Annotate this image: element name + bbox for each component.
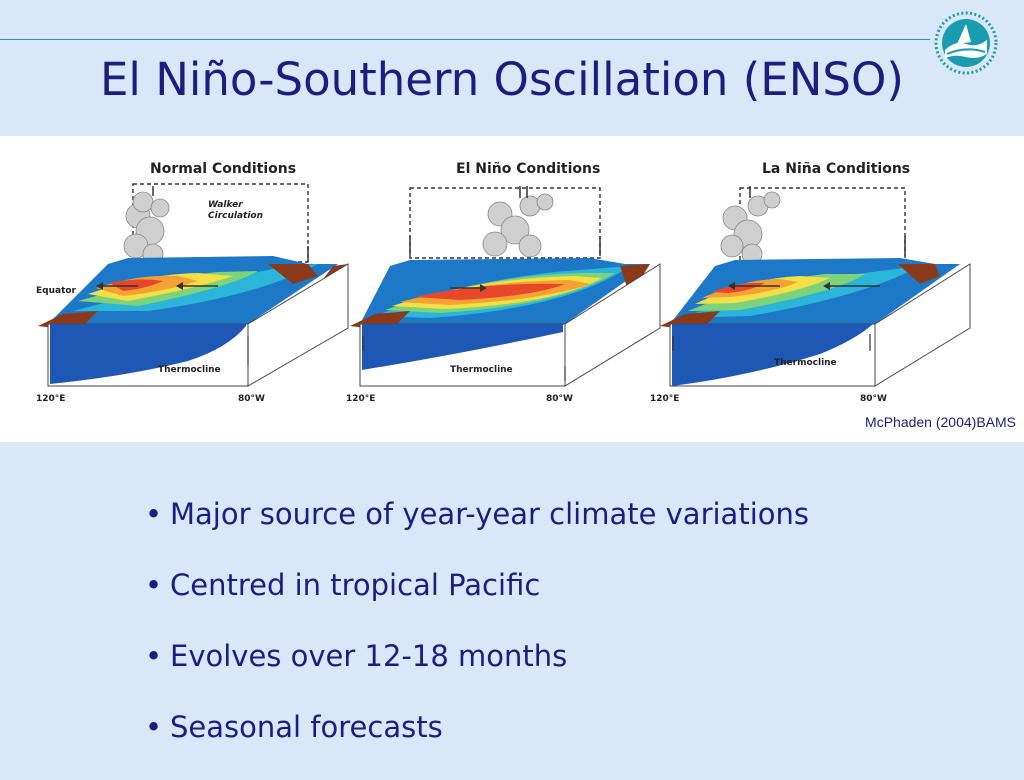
el-nino-ocean-diagram <box>350 186 661 387</box>
bullet-item: • Centred in tropical Pacific <box>145 567 809 603</box>
bullet-item: • Evolves over 12-18 months <box>145 638 809 674</box>
bullet-marker: • <box>145 710 163 744</box>
figure-citation: McPhaden (2004)BAMS <box>865 414 1016 430</box>
bullet-item: • Major source of year-year climate varia… <box>145 496 809 532</box>
bullet-marker: • <box>145 568 163 602</box>
equator-label: Equator <box>36 286 76 296</box>
lon-east-label-normal: 80°W <box>238 394 265 404</box>
panel-normal: Normal Conditions Walker Circulation Equ… <box>18 136 358 406</box>
thermocline-label-normal: Thermocline <box>158 365 221 375</box>
bullet-text: Seasonal forecasts <box>170 710 443 744</box>
lon-east-label-la-nina: 80°W <box>860 394 887 404</box>
enso-figure: Normal Conditions Walker Circulation Equ… <box>0 136 1024 442</box>
normal-ocean-diagram <box>38 183 349 387</box>
panel-la-nina-title: La Niña Conditions <box>762 161 911 177</box>
lon-east-label-el-nino: 80°W <box>546 394 573 404</box>
bullet-text: Evolves over 12-18 months <box>170 639 568 673</box>
la-nina-ocean-diagram <box>660 186 971 387</box>
bullet-text: Centred in tropical Pacific <box>170 568 541 602</box>
thermocline-label-la-nina: Thermocline <box>774 358 837 368</box>
lon-west-label-la-nina: 120°E <box>650 394 680 404</box>
bullet-text: Major source of year-year climate variat… <box>170 497 809 531</box>
thermocline-label-el-nino: Thermocline <box>450 365 513 375</box>
panel-normal-title: Normal Conditions <box>150 161 297 177</box>
header-rule <box>0 39 930 40</box>
bullet-marker: • <box>145 497 163 531</box>
slide-title: El Niño-Southern Oscillation (ENSO) <box>100 53 904 106</box>
wave-compass-logo-icon <box>934 11 998 75</box>
panel-el-nino: El Niño Conditions Thermocline 120°E 80°… <box>330 136 670 406</box>
bullet-marker: • <box>145 639 163 673</box>
lon-west-label-normal: 120°E <box>36 394 66 404</box>
panel-el-nino-title: El Niño Conditions <box>456 161 601 177</box>
lon-west-label-el-nino: 120°E <box>346 394 376 404</box>
bullet-item: • Seasonal forecasts <box>145 709 809 745</box>
panel-la-nina: La Niña Conditions Thermocline 120°E 80°… <box>640 136 980 406</box>
walker-circulation-label: Walker Circulation <box>208 200 264 221</box>
bullet-list: • Major source of year-year climate varia… <box>145 496 809 780</box>
